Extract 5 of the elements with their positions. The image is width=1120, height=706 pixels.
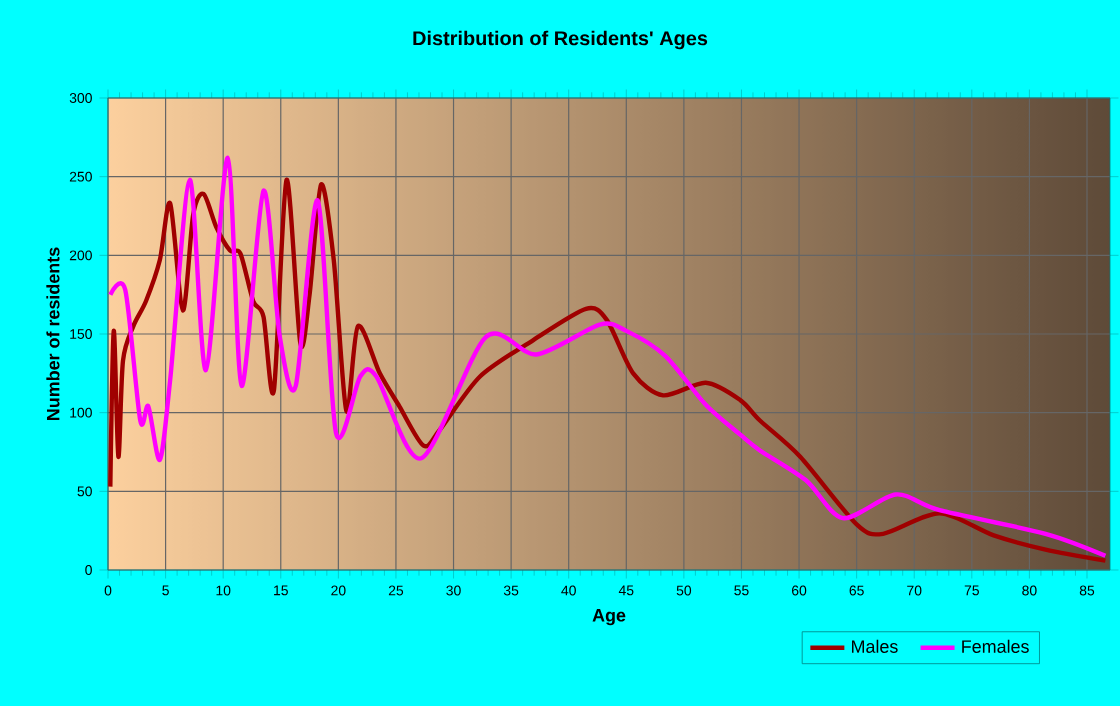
chart-title: Distribution of Residents' Ages — [413, 30, 708, 50]
legend-label: Females — [962, 639, 1029, 653]
y-axis-title: Number of residents — [46, 247, 60, 420]
x-axis-title: Age — [592, 609, 626, 626]
legend-label: Males — [852, 639, 898, 653]
